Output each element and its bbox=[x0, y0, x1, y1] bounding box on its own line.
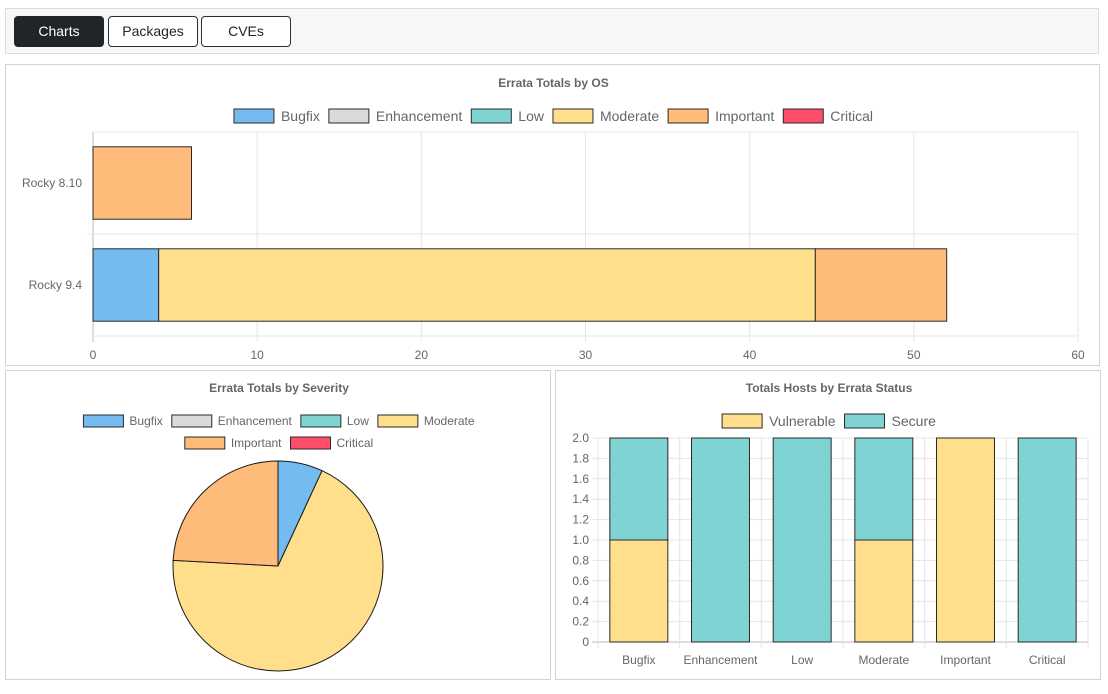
legend-swatch-critical bbox=[290, 436, 332, 450]
tab-cves[interactable]: CVEs bbox=[201, 16, 291, 47]
bar-critical-secure bbox=[1017, 437, 1077, 643]
legend-label-vulnerable: Vulnerable bbox=[769, 413, 836, 429]
pie-slice-moderate bbox=[172, 470, 384, 672]
bar-rocky-9-4-important bbox=[814, 248, 948, 322]
chart-title: Totals Hosts by Errata Status bbox=[746, 381, 913, 395]
bar-bugfix-secure bbox=[609, 437, 669, 541]
x-tick-label: 0 bbox=[90, 348, 97, 362]
y-tick-label: 1.4 bbox=[572, 492, 589, 506]
legend-label-bugfix: Bugfix bbox=[129, 414, 162, 428]
x-tick-label: Important bbox=[940, 653, 991, 667]
chart-title: Errata Totals by Severity bbox=[209, 381, 349, 395]
legend-swatch-important bbox=[667, 108, 709, 124]
x-tick-label: Critical bbox=[1029, 653, 1066, 667]
x-tick-label: 60 bbox=[1071, 348, 1085, 362]
y-tick-label: 1.8 bbox=[572, 451, 589, 465]
bar-important-vulnerable bbox=[936, 437, 995, 643]
x-tick-label: 30 bbox=[579, 348, 593, 362]
tab-packages[interactable]: Packages bbox=[108, 16, 198, 47]
errata-by-os-chart: Errata Totals by OS Bugfix Enhancement Low M… bbox=[22, 76, 1085, 362]
legend-label-critical: Critical bbox=[337, 436, 374, 450]
y-tick-label: Rocky 9.4 bbox=[29, 278, 83, 292]
severity-chart-panel: Errata Totals by Severity Bugfix Enhanceme… bbox=[5, 370, 551, 680]
legend-label-important: Important bbox=[231, 436, 282, 450]
hosts-chart-panel: Totals Hosts by Errata Status Vulnerable S… bbox=[555, 370, 1101, 680]
y-tick-label: 0.2 bbox=[572, 615, 589, 629]
bar-enhancement-secure bbox=[691, 437, 750, 643]
x-tick-label: Moderate bbox=[858, 653, 909, 667]
legend-label-moderate: Moderate bbox=[424, 414, 475, 428]
x-tick-label: 50 bbox=[907, 348, 921, 362]
y-tick-label: 1.6 bbox=[572, 472, 589, 486]
legend-swatch-vulnerable bbox=[721, 413, 763, 429]
bar-low-secure bbox=[772, 437, 832, 643]
y-tick-label: 0.8 bbox=[572, 553, 589, 567]
legend-swatch-critical bbox=[782, 108, 824, 124]
x-tick-label: Bugfix bbox=[622, 653, 655, 667]
legend-label-enhancement: Enhancement bbox=[376, 108, 463, 124]
x-tick-label: 20 bbox=[415, 348, 429, 362]
legend-swatch-important bbox=[184, 436, 226, 450]
y-tick-label: 1.2 bbox=[572, 513, 589, 527]
y-tick-label: Rocky 8.10 bbox=[22, 176, 82, 190]
chart-title: Errata Totals by OS bbox=[498, 76, 608, 90]
x-tick-label: 40 bbox=[743, 348, 757, 362]
legend-label-bugfix: Bugfix bbox=[281, 108, 320, 124]
y-tick-label: 2.0 bbox=[572, 431, 589, 445]
legend-label-moderate: Moderate bbox=[600, 108, 659, 124]
legend-swatch-low bbox=[470, 108, 512, 124]
legend-swatch-moderate bbox=[377, 414, 419, 428]
tab-charts[interactable]: Charts bbox=[14, 16, 104, 47]
legend-swatch-bugfix bbox=[233, 108, 275, 124]
os-chart-panel: Errata Totals by OS Bugfix Enhancement Low M… bbox=[5, 64, 1100, 366]
hosts-by-status-chart: Totals Hosts by Errata Status Vulnerable S… bbox=[572, 381, 1089, 667]
x-tick-label: 10 bbox=[250, 348, 264, 362]
bar-rocky-8-10-important bbox=[92, 146, 192, 220]
legend-label-low: Low bbox=[518, 108, 545, 124]
x-tick-label: Enhancement bbox=[683, 653, 758, 667]
legend-swatch-enhancement bbox=[171, 414, 213, 428]
legend-swatch-moderate bbox=[552, 108, 594, 124]
legend-label-enhancement: Enhancement bbox=[218, 414, 293, 428]
legend-label-critical: Critical bbox=[830, 108, 873, 124]
tab-bar: Charts Packages CVEs bbox=[5, 8, 1099, 54]
y-tick-label: 1.0 bbox=[572, 533, 589, 547]
x-tick-label: Low bbox=[791, 653, 813, 667]
y-tick-label: 0.6 bbox=[572, 574, 589, 588]
legend-label-low: Low bbox=[347, 414, 369, 428]
legend-swatch-secure bbox=[844, 413, 886, 429]
legend-label-important: Important bbox=[715, 108, 774, 124]
errata-by-severity-chart: Errata Totals by Severity Bugfix Enhanceme… bbox=[82, 381, 475, 672]
pie-slice-important bbox=[172, 460, 279, 567]
legend-swatch-low bbox=[300, 414, 342, 428]
bar-rocky-9-4-moderate bbox=[158, 248, 816, 322]
legend-swatch-enhancement bbox=[328, 108, 370, 124]
legend-label-secure: Secure bbox=[892, 413, 937, 429]
bar-moderate-vulnerable bbox=[854, 539, 914, 643]
y-tick-label: 0 bbox=[582, 635, 589, 649]
legend-swatch-bugfix bbox=[82, 414, 124, 428]
bar-moderate-secure bbox=[854, 437, 914, 541]
bar-bugfix-vulnerable bbox=[609, 539, 669, 643]
y-tick-label: 0.4 bbox=[572, 594, 589, 608]
bar-rocky-9-4-bugfix bbox=[92, 248, 160, 322]
